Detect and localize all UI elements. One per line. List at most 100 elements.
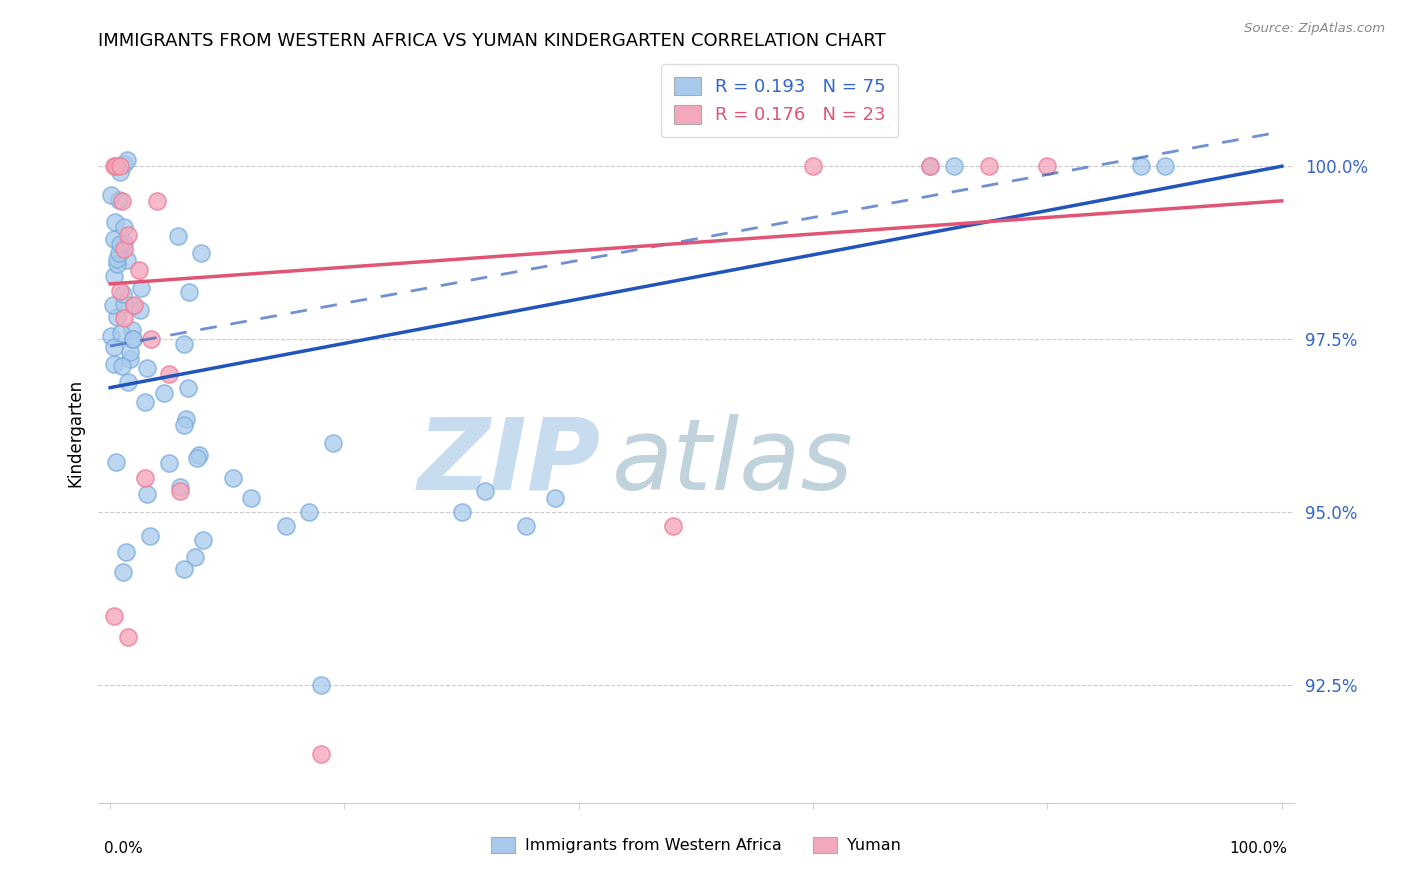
Point [942, 159, 965, 173]
Point [177, 285, 200, 299]
Point [112, 235, 135, 250]
Text: 100.0%: 100.0% [1230, 841, 1288, 855]
Point [309, 747, 332, 762]
Point [108, 193, 131, 207]
Point [169, 479, 191, 493]
Point [112, 311, 135, 326]
Point [141, 332, 163, 346]
Point [117, 630, 139, 644]
Point [103, 298, 125, 312]
Point [117, 252, 139, 267]
Point [136, 487, 159, 501]
Point [450, 505, 472, 519]
Point [544, 491, 567, 506]
Point [173, 418, 195, 433]
Point [115, 545, 138, 559]
Point [103, 159, 125, 173]
Point [112, 296, 135, 310]
Point [920, 159, 942, 173]
Point [322, 436, 344, 450]
Point [157, 367, 180, 381]
Legend: Immigrants from Western Africa, Yuman: Immigrants from Western Africa, Yuman [484, 829, 908, 862]
Point [183, 550, 205, 565]
Point [173, 562, 195, 576]
Point [129, 281, 152, 295]
Text: IMMIGRANTS FROM WESTERN AFRICA VS YUMAN KINDERGARTEN CORRELATION CHART: IMMIGRANTS FROM WESTERN AFRICA VS YUMAN … [98, 32, 886, 50]
Point [115, 153, 138, 167]
Point [103, 357, 125, 371]
Point [104, 215, 127, 229]
Point [152, 386, 174, 401]
Point [801, 159, 824, 173]
Point [1130, 159, 1153, 173]
Point [309, 678, 332, 692]
Point [118, 345, 141, 359]
Point [103, 609, 125, 624]
Point [1153, 159, 1175, 173]
Point [239, 491, 262, 506]
Point [169, 484, 191, 499]
Point [173, 337, 195, 351]
Point [105, 252, 128, 266]
Point [110, 326, 132, 340]
Point [107, 245, 129, 260]
Point [114, 220, 136, 235]
Point [274, 519, 297, 533]
Point [298, 505, 321, 519]
Point [191, 533, 214, 548]
Point [122, 297, 145, 311]
Point [100, 329, 122, 343]
Point [977, 159, 1000, 173]
Point [121, 299, 143, 313]
Point [112, 242, 135, 256]
Point [120, 352, 142, 367]
Point [920, 159, 942, 173]
Point [111, 194, 134, 208]
Point [111, 286, 134, 301]
Point [111, 565, 134, 579]
Point [176, 411, 198, 425]
Text: Source: ZipAtlas.com: Source: ZipAtlas.com [1244, 22, 1385, 36]
Point [186, 450, 208, 465]
Point [108, 159, 131, 173]
Point [105, 310, 128, 324]
Point [176, 381, 198, 395]
Point [105, 257, 128, 271]
Point [128, 302, 150, 317]
Point [103, 340, 125, 354]
Point [108, 284, 131, 298]
Point [117, 228, 139, 243]
Point [108, 236, 131, 251]
Point [157, 456, 180, 470]
Point [111, 359, 134, 374]
Point [110, 165, 132, 179]
Point [128, 263, 150, 277]
Point [122, 332, 145, 346]
Point [515, 519, 537, 533]
Text: atlas: atlas [613, 414, 853, 511]
Point [661, 519, 683, 533]
Point [112, 157, 135, 171]
Point [222, 470, 245, 484]
Point [146, 194, 169, 208]
Point [167, 229, 190, 244]
Point [122, 332, 145, 346]
Point [103, 232, 125, 246]
Point [105, 159, 128, 173]
Point [117, 376, 139, 390]
Point [100, 187, 122, 202]
Point [105, 455, 128, 469]
Point [187, 449, 209, 463]
Point [103, 269, 125, 284]
Point [190, 246, 212, 260]
Text: 0.0%: 0.0% [104, 841, 143, 855]
Text: ZIP: ZIP [418, 414, 600, 511]
Point [1036, 159, 1059, 173]
Point [134, 470, 156, 484]
Y-axis label: Kindergarten: Kindergarten [66, 378, 84, 487]
Point [474, 484, 496, 499]
Point [139, 529, 162, 543]
Point [121, 323, 143, 337]
Point [136, 360, 159, 375]
Point [134, 394, 156, 409]
